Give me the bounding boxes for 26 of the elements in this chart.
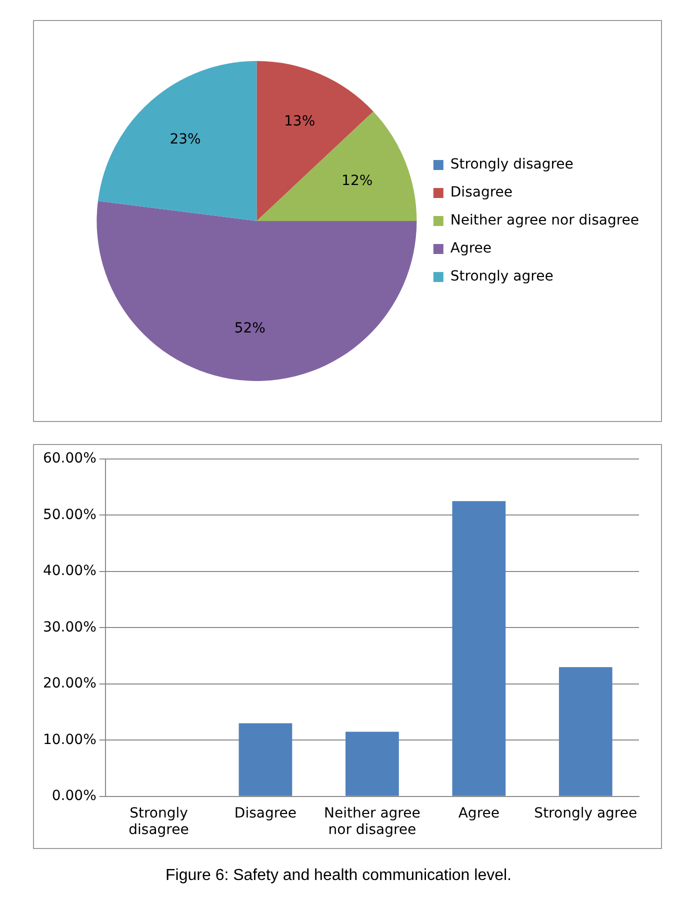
x-tick-label: Neither agree nor disagree xyxy=(324,805,420,838)
bar xyxy=(558,667,612,796)
y-tick-label: 60.00% xyxy=(42,450,96,467)
legend-label: Strongly agree xyxy=(450,268,554,285)
y-tick-label: 10.00% xyxy=(42,732,96,748)
x-tick-label: Disagree xyxy=(234,805,297,822)
y-tick-label: 40.00% xyxy=(42,563,96,580)
bar xyxy=(346,732,399,796)
data-label: 13% xyxy=(284,114,316,130)
x-tick-label: Strongly agree xyxy=(534,805,638,822)
legend-label: Strongly disagree xyxy=(450,156,574,173)
x-tick-label: Agree xyxy=(458,805,500,822)
y-tick-label: 20.00% xyxy=(42,676,96,692)
caption: Figure 6: Safety and health communication level. xyxy=(164,867,512,885)
bar xyxy=(238,723,292,796)
y-tick-label: 50.00% xyxy=(42,506,96,523)
legend-label: Disagree xyxy=(450,184,513,201)
data-label: 23% xyxy=(170,132,201,148)
legend-label: Agree xyxy=(450,240,492,257)
data-label: 52% xyxy=(234,320,266,336)
y-tick-label: 0.00% xyxy=(52,788,96,804)
y-tick-label: 30.00% xyxy=(42,619,96,636)
x-tick-label: Strongly disagree xyxy=(128,805,189,838)
legend-label: Neither agree nor disagree xyxy=(450,212,640,229)
data-label: 12% xyxy=(342,172,373,189)
bar xyxy=(452,501,506,796)
